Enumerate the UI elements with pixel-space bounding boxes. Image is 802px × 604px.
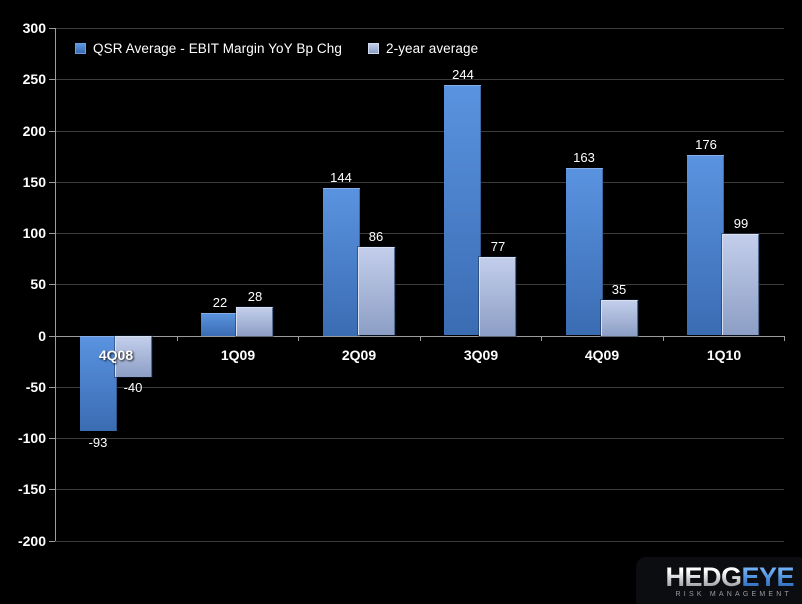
gridline	[55, 284, 784, 285]
value-label: 163	[573, 150, 595, 165]
y-axis-line	[55, 28, 56, 541]
y-axis-label: 50	[30, 276, 46, 292]
bar-qsr-average-ebit-margin-yoy-bp-chg-1Q09	[201, 313, 238, 336]
value-label: 99	[733, 216, 749, 231]
gridline	[55, 387, 784, 388]
x-axis-tick	[420, 336, 421, 341]
bar-2-year-average-1Q10	[722, 234, 759, 335]
bar-2-year-average-4Q09	[601, 300, 638, 336]
gridline	[55, 79, 784, 80]
logo-tagline: RISK MANAGEMENT	[675, 590, 792, 598]
bar-2-year-average-4Q08	[115, 336, 152, 377]
x-axis-label-2q09: 2Q09	[341, 347, 377, 363]
logo-text-hedg: HEDG	[665, 561, 742, 592]
value-label: 244	[452, 67, 474, 82]
hedgeye-logo: HEDGEYE RISK MANAGEMENT	[636, 557, 802, 604]
y-axis-label: 300	[22, 20, 46, 36]
y-axis-label: -200	[17, 533, 46, 549]
gridline	[55, 438, 784, 439]
y-axis-label: 100	[22, 225, 46, 241]
legend-swatch-series2-icon	[368, 43, 379, 54]
zero-gridline	[55, 336, 784, 337]
legend-label-series1: QSR Average - EBIT Margin YoY Bp Chg	[93, 41, 342, 56]
x-axis-label-1q10: 1Q10	[706, 347, 742, 363]
legend: QSR Average - EBIT Margin YoY Bp Chg 2-y…	[75, 41, 478, 56]
y-axis-tick	[49, 541, 55, 542]
legend-swatch-series1-icon	[75, 43, 86, 54]
gridline	[55, 489, 784, 490]
y-axis-tick	[49, 233, 55, 234]
logo-text-eye: EYE	[741, 561, 794, 592]
bar-2-year-average-1Q09	[236, 307, 273, 336]
hedgeye-logo-wordmark: HEDGEYE	[665, 561, 794, 592]
y-axis-label: 0	[38, 328, 46, 344]
bar-qsr-average-ebit-margin-yoy-bp-chg-4Q08	[80, 336, 117, 431]
gridline	[55, 28, 784, 29]
bar-qsr-average-ebit-margin-yoy-bp-chg-1Q10	[687, 155, 724, 335]
y-axis-tick	[49, 336, 55, 337]
y-axis-tick	[49, 131, 55, 132]
gridline	[55, 541, 784, 542]
value-label: 86	[368, 229, 384, 244]
gridline	[55, 182, 784, 183]
y-axis-tick	[49, 79, 55, 80]
x-axis-tick	[541, 336, 542, 341]
x-axis-tick	[177, 336, 178, 341]
value-label: 176	[695, 137, 717, 152]
y-axis-label: 250	[22, 71, 46, 87]
x-axis-tick	[55, 336, 56, 341]
y-axis-tick	[49, 387, 55, 388]
x-axis-tick	[663, 336, 664, 341]
legend-label-series2: 2-year average	[386, 41, 479, 56]
y-axis-label: -50	[25, 379, 46, 395]
y-axis-tick	[49, 438, 55, 439]
legend-item-series2: 2-year average	[368, 41, 478, 56]
y-axis-label: 150	[22, 174, 46, 190]
y-axis-label: 200	[22, 123, 46, 139]
value-label: -93	[88, 435, 108, 450]
y-axis-tick	[49, 284, 55, 285]
bar-2-year-average-3Q09	[479, 257, 516, 336]
bar-2-year-average-2Q09	[358, 247, 395, 335]
y-axis-tick	[49, 182, 55, 183]
legend-item-series1: QSR Average - EBIT Margin YoY Bp Chg	[75, 41, 342, 56]
x-axis-tick	[298, 336, 299, 341]
y-axis-tick	[49, 489, 55, 490]
gridline	[55, 233, 784, 234]
y-axis-tick	[49, 28, 55, 29]
x-axis-label-4q09: 4Q09	[584, 347, 620, 363]
value-label: 144	[330, 170, 352, 185]
x-axis-label-3q09: 3Q09	[463, 347, 499, 363]
value-label: 28	[247, 289, 263, 304]
y-axis-label: -100	[17, 430, 46, 446]
bar-qsr-average-ebit-margin-yoy-bp-chg-4Q09	[566, 168, 603, 335]
x-axis-label-4q08: 4Q08	[98, 347, 134, 363]
bar-qsr-average-ebit-margin-yoy-bp-chg-3Q09	[444, 85, 481, 335]
value-label: 22	[212, 295, 228, 310]
value-label: 35	[611, 282, 627, 297]
bar-qsr-average-ebit-margin-yoy-bp-chg-2Q09	[323, 188, 360, 336]
value-label: 77	[490, 239, 506, 254]
value-label: -40	[123, 380, 143, 395]
y-axis-label: -150	[17, 481, 46, 497]
gridline	[55, 131, 784, 132]
x-axis-tick	[784, 336, 785, 341]
x-axis-label-1q09: 1Q09	[220, 347, 256, 363]
